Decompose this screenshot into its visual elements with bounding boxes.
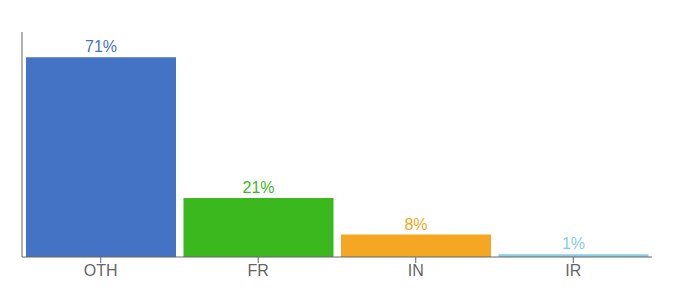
svg-text:21%: 21% (242, 179, 274, 196)
svg-text:71%: 71% (85, 38, 117, 55)
svg-text:OTH: OTH (84, 262, 118, 279)
svg-text:8%: 8% (404, 216, 427, 233)
svg-text:1%: 1% (562, 235, 585, 252)
svg-text:IR: IR (565, 262, 581, 279)
svg-text:IN: IN (408, 262, 424, 279)
svg-text:FR: FR (248, 262, 269, 279)
